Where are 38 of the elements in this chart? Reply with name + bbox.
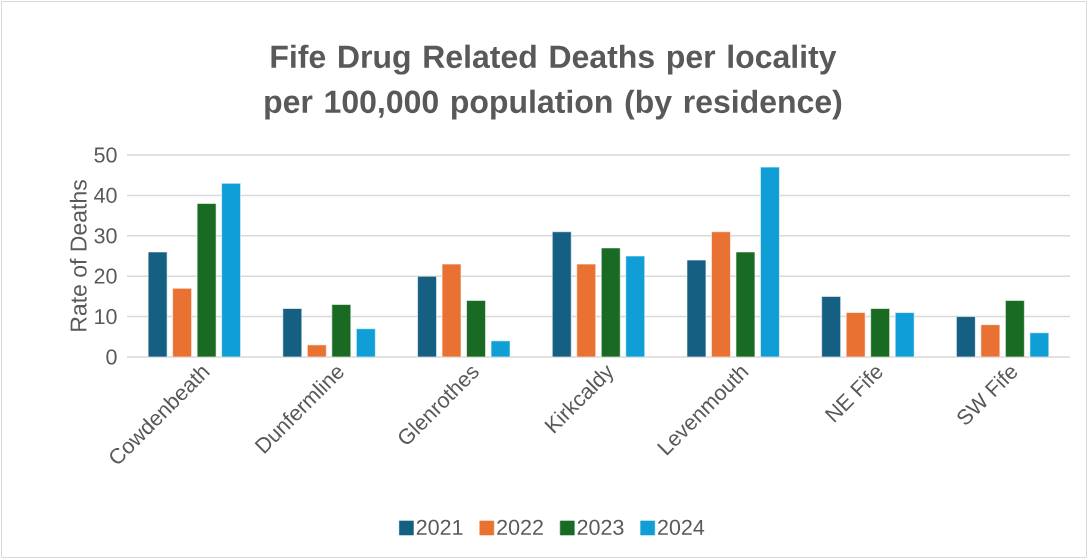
bar [172, 288, 192, 357]
bar [196, 203, 217, 357]
bar [980, 324, 1001, 357]
y-tick-label: 0 [106, 349, 117, 365]
legend-label: 2023 [577, 519, 624, 535]
bar [307, 344, 327, 357]
bar [600, 247, 621, 357]
bar [821, 296, 841, 357]
bar [576, 263, 597, 357]
bar [417, 275, 437, 357]
bar [1005, 300, 1025, 357]
bar [331, 304, 352, 357]
x-tick-label: SW Fife [957, 367, 1018, 425]
bar [845, 312, 866, 357]
bar [760, 166, 780, 357]
bar [735, 251, 756, 357]
bar [221, 182, 241, 357]
bar [956, 316, 976, 357]
y-tick-label: 10 [95, 308, 117, 325]
bar [282, 308, 303, 357]
bar [441, 263, 462, 357]
bar [711, 231, 731, 357]
y-tick-label: 50 [94, 147, 117, 163]
legend-label: 2024 [658, 519, 705, 535]
y-tick-label: 20 [94, 268, 117, 284]
bar [894, 312, 915, 357]
bar [625, 255, 646, 357]
bar [870, 308, 890, 357]
chart-title: Fife Drug Related Deaths per locality per 100,000 population (by residence) [265, 44, 842, 120]
y-axis-title: Rate of Deaths [69, 180, 87, 331]
y-tick-label: 30 [94, 228, 117, 244]
legend-label: 2021 [416, 519, 463, 535]
bar [356, 328, 376, 357]
x-tick-label: NE Fife [824, 367, 883, 423]
bar [466, 300, 486, 357]
bar [551, 231, 572, 357]
y-tick-label: 40 [94, 187, 117, 203]
legend-label: 2022 [497, 519, 543, 535]
